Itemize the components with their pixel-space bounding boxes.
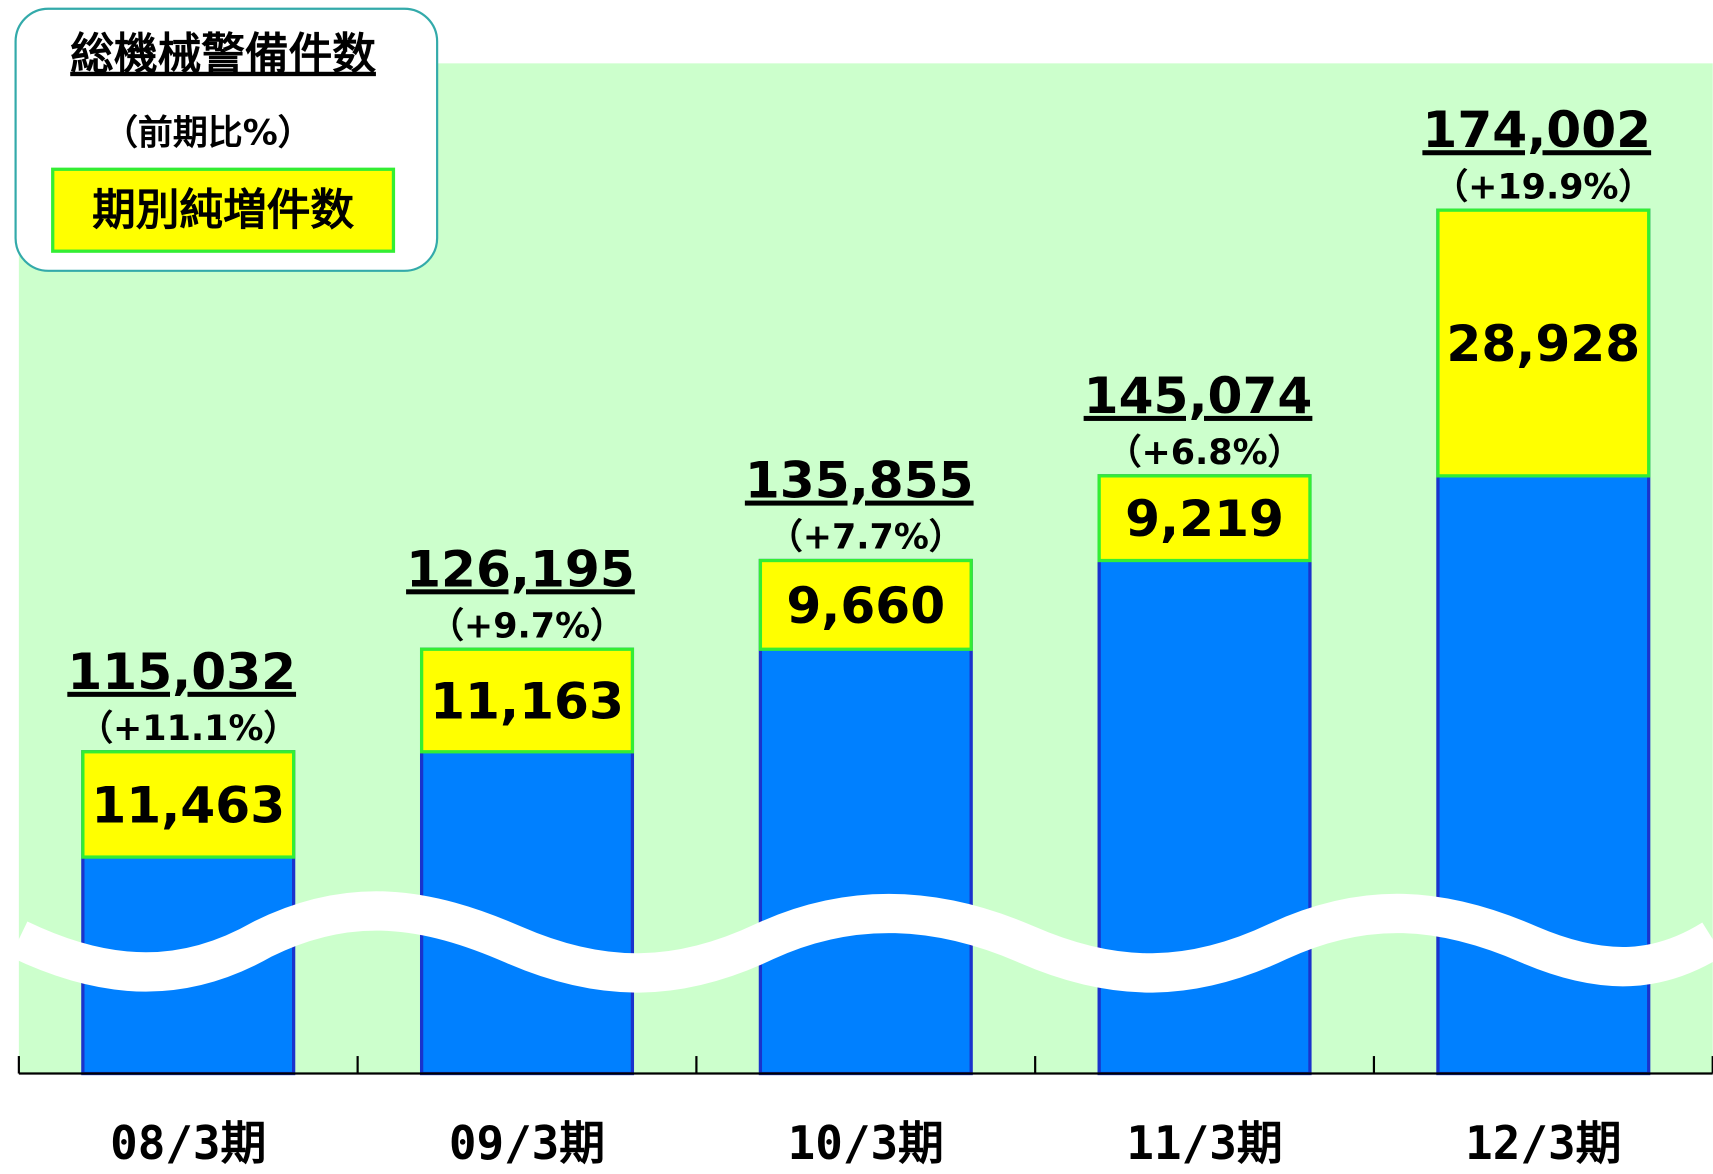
legend-increment: 期別純増件数 [92,185,354,236]
increment-bar [758,558,973,651]
change-label: （+19.9%） [1433,167,1653,207]
total-label: 174,002 [1422,100,1651,159]
x-tick-label: 12/3期 [1465,1116,1621,1170]
x-tick-label: 08/3期 [110,1116,266,1170]
increment-label: 9,219 [1125,489,1284,548]
increment-bar [419,647,635,754]
increment-bar [1097,474,1312,563]
total-label: 126,195 [406,539,635,598]
x-tick-label: 10/3期 [788,1116,944,1170]
change-label: （+11.1%） [78,709,298,749]
x-tick-label: 11/3期 [1126,1116,1282,1170]
axis-break [10,891,1713,993]
increment-bar [1436,208,1651,478]
change-label: （+6.8%） [1107,433,1303,473]
change-label: （+7.7%） [768,518,964,558]
total-label: 145,074 [1084,366,1313,425]
increment-bar [81,750,296,859]
change-label: （+9.7%） [429,606,625,646]
legend-swatch [51,167,396,253]
increment-label: 11,463 [91,775,285,834]
increment-label: 11,163 [430,671,624,730]
total-label: 135,855 [745,451,974,510]
legend-title: 総機械警備件数 [70,29,376,80]
increment-label: 28,928 [1446,314,1640,373]
total-label: 115,032 [67,642,296,701]
increment-label: 9,660 [786,576,945,635]
legend-subtitle: （前期比%） [103,113,313,153]
x-tick-label: 09/3期 [449,1116,605,1170]
